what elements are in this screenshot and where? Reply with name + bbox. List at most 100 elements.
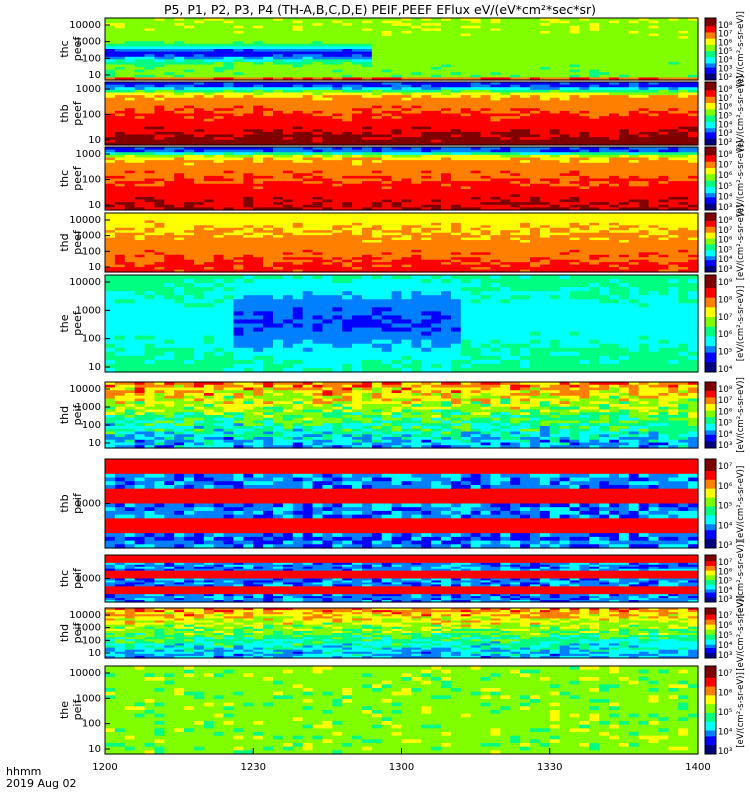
spectrogram-cell	[361, 61, 373, 66]
spectrogram-cell	[213, 217, 225, 221]
spectrogram-cell	[381, 183, 393, 187]
spectrogram-cell	[263, 194, 274, 198]
spectrogram-cell	[193, 67, 205, 71]
spectrogram-cell	[510, 207, 521, 211]
spectrogram-cell	[609, 30, 620, 35]
spectrogram-cell	[312, 237, 324, 241]
spectrogram-cell	[441, 84, 452, 88]
spectrogram-cell	[549, 196, 561, 201]
spectrogram-cell	[450, 183, 462, 187]
spectrogram-cell	[193, 232, 205, 236]
spectrogram-cell	[500, 168, 511, 172]
spectrogram-cell	[282, 77, 294, 81]
panel-ylabel: peef	[71, 100, 84, 126]
spectrogram-cell	[520, 49, 531, 53]
spectrogram-cell	[678, 126, 689, 130]
spectrogram-cell	[411, 121, 422, 125]
spectrogram-cell	[332, 74, 343, 79]
spectrogram-cell	[361, 77, 373, 81]
spectrogram-cell	[589, 67, 600, 71]
spectrogram-cell	[282, 67, 294, 71]
spectrogram-cell	[520, 118, 531, 122]
spectrogram-cell	[381, 162, 393, 166]
spectrogram-cell	[460, 100, 472, 104]
spectrogram-cell	[628, 113, 640, 117]
spectrogram-cell	[282, 139, 294, 143]
spectrogram-cell	[688, 147, 699, 151]
spectrogram-cell	[361, 152, 373, 156]
spectrogram-cell	[282, 59, 294, 63]
spectrogram-cell	[371, 121, 383, 125]
spectrogram-cell	[658, 41, 669, 45]
spectrogram-cell	[164, 61, 175, 66]
spectrogram-cell	[599, 129, 610, 133]
spectrogram-cell	[510, 186, 521, 190]
spectrogram-cell	[114, 92, 126, 96]
spectrogram-cell	[371, 110, 383, 115]
spectrogram-cell	[144, 186, 156, 190]
spectrogram-cell	[371, 64, 383, 68]
spectrogram-cell	[302, 121, 314, 125]
spectrogram-cell	[332, 139, 343, 143]
spectrogram-cell	[144, 194, 156, 198]
spectrogram-cell	[609, 170, 620, 174]
spectrogram-cell	[273, 254, 284, 258]
spectrogram-cell	[520, 139, 531, 143]
spectrogram-cell	[618, 170, 630, 174]
spectrogram-cell	[638, 168, 650, 172]
spectrogram-cell	[361, 178, 373, 182]
spectrogram-cell	[193, 249, 205, 253]
spectrogram-cell	[688, 41, 699, 45]
colorbar-segment	[705, 111, 716, 114]
spectrogram-cell	[500, 59, 511, 63]
spectrogram-cell	[273, 249, 284, 253]
spectrogram-cell	[678, 28, 689, 32]
spectrogram-cell	[371, 87, 383, 91]
spectrogram-cell	[223, 142, 235, 146]
spectrogram-cell	[203, 168, 215, 172]
spectrogram-cell	[292, 207, 304, 211]
spectrogram-cell	[203, 162, 215, 166]
spectrogram-cell	[579, 165, 590, 169]
spectrogram-cell	[361, 20, 373, 24]
spectrogram-cell	[154, 204, 165, 208]
spectrogram-cell	[450, 30, 462, 35]
spectrogram-cell	[134, 247, 146, 251]
spectrogram-cell	[352, 134, 363, 138]
spectrogram-cell	[500, 89, 511, 94]
spectrogram-cell	[500, 110, 511, 115]
spectrogram-cell	[312, 51, 324, 55]
spectrogram-cell	[411, 103, 422, 107]
spectrogram-cell	[253, 134, 264, 138]
spectrogram-cell	[144, 269, 156, 273]
spectrogram-cell	[569, 191, 580, 195]
spectrogram-cell	[401, 72, 412, 76]
spectrogram-cell	[282, 105, 294, 109]
spectrogram-cell	[520, 41, 531, 45]
spectrogram-cell	[569, 20, 580, 24]
spectrogram-cell	[233, 72, 244, 76]
spectrogram-cell	[184, 235, 195, 239]
spectrogram-cell	[569, 108, 580, 112]
spectrogram-cell	[628, 43, 640, 48]
spectrogram-cell	[292, 108, 304, 112]
spectrogram-cell	[114, 249, 126, 253]
spectrogram-cell	[322, 97, 333, 101]
spectrogram-cell	[273, 139, 284, 143]
spectrogram-cell	[223, 181, 235, 185]
spectrogram-cell	[282, 36, 294, 40]
spectrogram-cell	[381, 124, 393, 128]
spectrogram-cell	[411, 189, 422, 193]
spectrogram-cell	[213, 129, 225, 133]
spectrogram-cell	[332, 162, 343, 166]
spectrogram-cell	[490, 126, 501, 130]
spectrogram-cell	[361, 160, 373, 164]
spectrogram-cell	[678, 49, 689, 53]
spectrogram-cell	[174, 74, 185, 79]
spectrogram-cell	[688, 183, 699, 187]
spectrogram-cell	[332, 51, 343, 55]
spectrogram-cell	[114, 215, 126, 219]
colorbar-tick-label: 10⁶	[718, 38, 733, 48]
spectrogram-cell	[589, 82, 600, 86]
spectrogram-cell	[450, 100, 462, 104]
